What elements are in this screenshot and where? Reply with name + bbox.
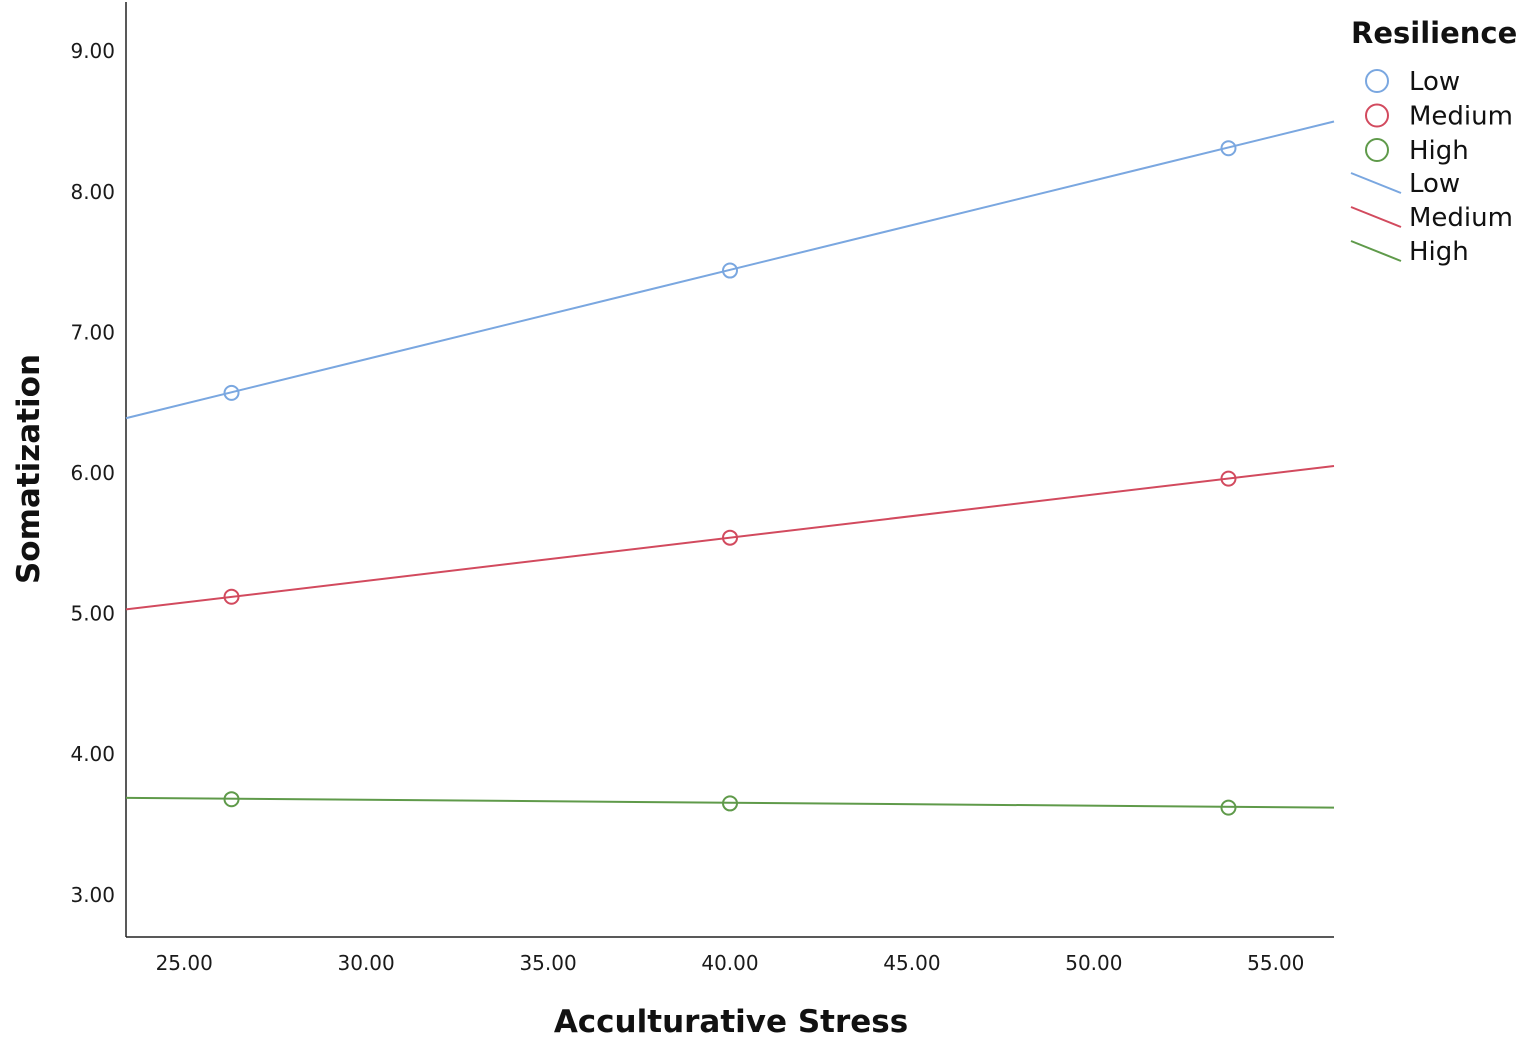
x-tick-label: 25.00 [156,951,213,975]
legend-line-label: High [1409,237,1469,267]
fit-lines [125,120,1335,809]
legend-marker-label: High [1409,136,1469,166]
y-tick-label: 6.00 [70,461,115,485]
marker-medium [1220,470,1237,487]
x-axis-title: Acculturative Stress [554,1004,908,1038]
legend-line-medium [1350,206,1402,228]
legend-line-high [1350,240,1402,262]
legend-line-label: Medium [1409,203,1513,233]
y-tick-label: 3.00 [70,883,115,907]
y-tick-label: 4.00 [70,742,115,766]
legend-title: Resilience [1351,16,1517,50]
legend-marker-low [1365,69,1389,93]
marker-high [722,795,738,812]
marker-low [223,384,240,401]
y-axis-title: Somatization [11,354,47,584]
fit-line-high [125,796,1335,809]
x-tick-label: 35.00 [519,951,576,975]
marker-medium [722,529,738,546]
x-tick-label: 45.00 [883,951,940,975]
legend-marker-label: Low [1409,67,1460,97]
y-tick-labels: 3.00 4.00 5.00 6.00 7.00 8.00 9.00 [70,39,115,907]
fit-line-medium [125,464,1335,611]
plot-area [125,2,1335,938]
marker-high [223,791,240,808]
legend-marker-label: Medium [1409,102,1513,132]
y-tick-label: 9.00 [70,39,115,63]
y-tick-label: 8.00 [70,180,115,204]
marker-medium [223,588,240,605]
marker-high [1220,799,1237,816]
y-tick-label: 5.00 [70,602,115,626]
data-markers [223,140,1237,816]
legend-marker-high [1365,138,1389,162]
x-tick-label: 50.00 [1065,951,1122,975]
fit-line-low [125,120,1335,420]
x-tick-label: 40.00 [701,951,758,975]
x-tick-label: 30.00 [338,951,395,975]
legend-marker-medium [1365,103,1389,128]
marker-low [1220,140,1237,157]
legend-line-low [1350,172,1402,194]
x-tick-label: 55.00 [1247,951,1304,975]
y-tick-label: 7.00 [70,320,115,344]
legend-line-label: Low [1409,169,1460,199]
marker-low [722,262,738,279]
x-tick-labels: 25.00 30.00 35.00 40.00 45.00 50.00 55.00 [156,951,1305,975]
